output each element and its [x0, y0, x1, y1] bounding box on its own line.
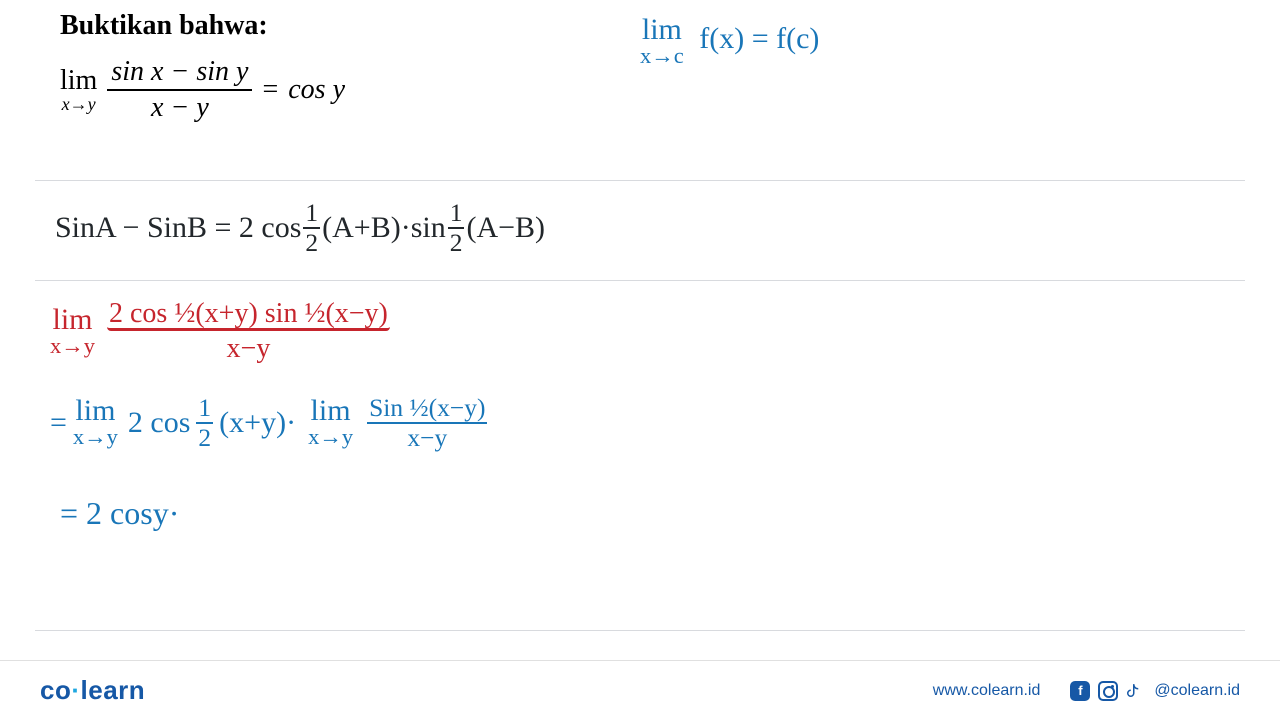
continuity-note: lim x→c f(x) = f(c): [640, 15, 819, 68]
lim-block: lim x→c: [640, 15, 684, 68]
half-fraction: 1 2: [303, 200, 320, 255]
step1-fraction: 2 cos ½(x+y) sin ½(x−y) x−y: [107, 300, 390, 363]
lim-subscript: x→y: [62, 95, 96, 113]
half-den: 2: [196, 425, 213, 451]
identity-mid1: (A+B)·sin: [322, 211, 446, 245]
lim-subscript: x→y: [308, 426, 353, 449]
step2-part1: 2 cos: [128, 406, 191, 440]
tiktok-icon[interactable]: [1126, 681, 1146, 701]
half-fraction: 1 2: [196, 395, 213, 450]
step1-numerator: 2 cos ½(x+y) sin ½(x−y): [107, 300, 390, 331]
lim-subscript: x→y: [73, 426, 118, 449]
rule-line: [35, 280, 1245, 281]
social-handle[interactable]: @colearn.id: [1154, 682, 1240, 700]
denominator: x − y: [147, 91, 213, 125]
step2-part1b: (x+y)·: [219, 406, 296, 440]
step2-frac-num: Sin ½(x−y): [367, 395, 487, 421]
limit-block: lim x→y: [60, 67, 97, 113]
lim-word: lim: [60, 67, 97, 95]
trig-identity: SinA − SinB = 2 cos 1 2 (A+B)·sin 1 2 (A…: [55, 200, 545, 255]
lim-subscript: x→y: [50, 335, 95, 358]
step-3: = 2 cosy·: [60, 495, 179, 532]
fraction: sin x − sin y x − y: [107, 55, 252, 124]
lim-block: lim x→y: [50, 305, 95, 358]
instagram-icon[interactable]: [1098, 681, 1118, 701]
logo-learn: learn: [81, 675, 146, 705]
half-fraction: 1 2: [448, 200, 465, 255]
rhs: cos y: [288, 74, 345, 106]
step1-denominator: x−y: [225, 335, 273, 363]
logo: co·learn: [40, 675, 145, 706]
footer: co·learn www.colearn.id f @colearn.id: [0, 660, 1280, 720]
half-num: 1: [196, 395, 213, 421]
lim-word: lim: [311, 396, 351, 426]
step2-frac-den: x−y: [405, 425, 449, 451]
identity-mid2: (A−B): [466, 211, 545, 245]
problem-expression: lim x→y sin x − sin y x − y = cos y: [60, 55, 345, 124]
logo-dot: ·: [71, 675, 80, 705]
half-num: 1: [448, 200, 465, 226]
step3-text: = 2 cosy·: [60, 495, 179, 531]
problem-title: Buktikan bahwa:: [60, 10, 268, 42]
identity-lhs: SinA − SinB = 2 cos: [55, 211, 301, 245]
equals: =: [50, 406, 67, 440]
facebook-icon[interactable]: f: [1070, 681, 1090, 701]
half-num: 1: [303, 200, 320, 226]
rule-line: [35, 180, 1245, 181]
lim-word: lim: [75, 396, 115, 426]
continuity-expr: f(x) = f(c): [699, 22, 819, 55]
lim-word: lim: [52, 305, 92, 335]
lim-subscript: x→c: [640, 45, 684, 68]
step-2: = lim x→y 2 cos 1 2 (x+y)· lim x→y Sin ½…: [50, 395, 487, 450]
lim-block: lim x→y: [73, 396, 118, 449]
half-den: 2: [448, 230, 465, 256]
numerator: sin x − sin y: [107, 55, 252, 89]
step-1: lim x→y 2 cos ½(x+y) sin ½(x−y) x−y: [50, 300, 390, 363]
lim-block: lim x→y: [308, 396, 353, 449]
equals: =: [262, 74, 278, 106]
logo-co: co: [40, 675, 71, 705]
footer-url[interactable]: www.colearn.id: [933, 682, 1041, 700]
step2-fraction: Sin ½(x−y) x−y: [367, 395, 487, 450]
rule-line: [35, 630, 1245, 631]
content-area: Buktikan bahwa: lim x→y sin x − sin y x …: [0, 0, 1280, 640]
half-den: 2: [303, 230, 320, 256]
lim-word: lim: [642, 15, 682, 45]
social-links: f @colearn.id: [1070, 681, 1240, 701]
